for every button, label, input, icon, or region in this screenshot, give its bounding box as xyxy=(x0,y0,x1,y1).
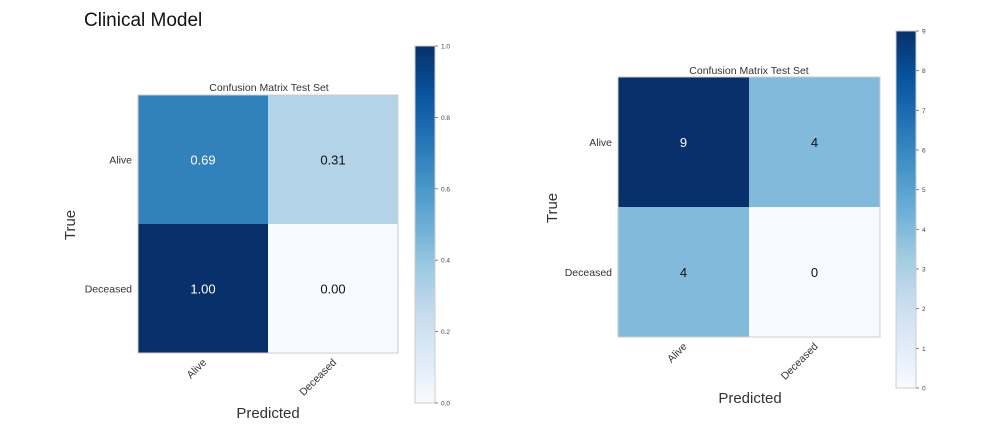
x-tick-label: Alive xyxy=(185,357,210,382)
colorbar-tick-label: 0.6 xyxy=(441,186,450,193)
page-title: Clinical Model xyxy=(84,10,203,31)
matrix-cell xyxy=(618,207,749,337)
matrix-cell xyxy=(138,224,268,353)
cell-label: 0.69 xyxy=(190,153,215,168)
matrix-cell xyxy=(268,95,398,224)
chart-title: Confusion Matrix Test Set xyxy=(689,65,809,77)
x-tick-label: Deceased xyxy=(297,357,339,399)
colorbar-tick-label: 0.8 xyxy=(441,115,450,122)
cell-label: 4 xyxy=(680,265,687,280)
colorbar-tick-label: 8 xyxy=(922,68,926,75)
matrix-cell xyxy=(749,207,880,337)
colorbar-tick-label: 0.4 xyxy=(441,258,450,265)
x-axis-label: Predicted xyxy=(236,405,299,422)
confusion-matrix-chart-normalized: 0.69 0.31 1.00 0.00 Confusion Matrix Test Se… xyxy=(62,44,450,423)
x-tick-label: Alive xyxy=(665,341,690,366)
colorbar xyxy=(895,30,917,389)
colorbar-tick-label: 7 xyxy=(922,108,926,115)
confusion-matrix-chart-counts: 9 4 4 0 Confusion Matrix Test Set Alive Deceas… xyxy=(544,29,926,408)
chart-title: Confusion Matrix Test Set xyxy=(209,82,329,94)
cell-label: 0 xyxy=(811,265,818,280)
y-tick-label: Deceased xyxy=(85,284,132,296)
y-axis-label: True xyxy=(62,210,79,240)
cell-label: 9 xyxy=(680,135,687,150)
cell-label: 1.00 xyxy=(190,282,215,297)
matrix-cell xyxy=(618,77,749,207)
cell-label: 0.31 xyxy=(320,153,345,168)
colorbar-tick-label: 1.0 xyxy=(441,44,450,51)
cell-label: 4 xyxy=(811,135,818,150)
colorbar-tick-label: 0.0 xyxy=(441,401,450,408)
colorbar-tick-label: 3 xyxy=(922,267,926,274)
colorbar-tick-label: 1 xyxy=(922,346,926,353)
y-tick-label: Alive xyxy=(589,137,612,149)
x-axis-label: Predicted xyxy=(718,390,781,407)
y-axis-label: True xyxy=(544,193,561,223)
cell-label: 0.00 xyxy=(320,282,345,297)
colorbar-tick-label: 0.2 xyxy=(441,329,450,336)
colorbar-tick-label: 0 xyxy=(922,386,926,393)
x-tick-label: Deceased xyxy=(779,341,821,383)
plot-frame xyxy=(137,94,399,354)
colorbar-tick-label: 5 xyxy=(922,187,926,194)
matrix-cell xyxy=(749,77,880,207)
y-tick-label: Alive xyxy=(109,155,132,167)
colorbar-tick-label: 2 xyxy=(922,306,926,313)
colorbar xyxy=(414,45,436,404)
plot-frame xyxy=(617,76,881,338)
matrix-cell xyxy=(138,95,268,224)
colorbar-tick-label: 6 xyxy=(922,148,926,155)
colorbar-tick-label: 9 xyxy=(922,29,926,36)
matrix-cell xyxy=(268,224,398,353)
colorbar-tick-label: 4 xyxy=(922,227,926,234)
y-tick-label: Deceased xyxy=(565,267,612,279)
